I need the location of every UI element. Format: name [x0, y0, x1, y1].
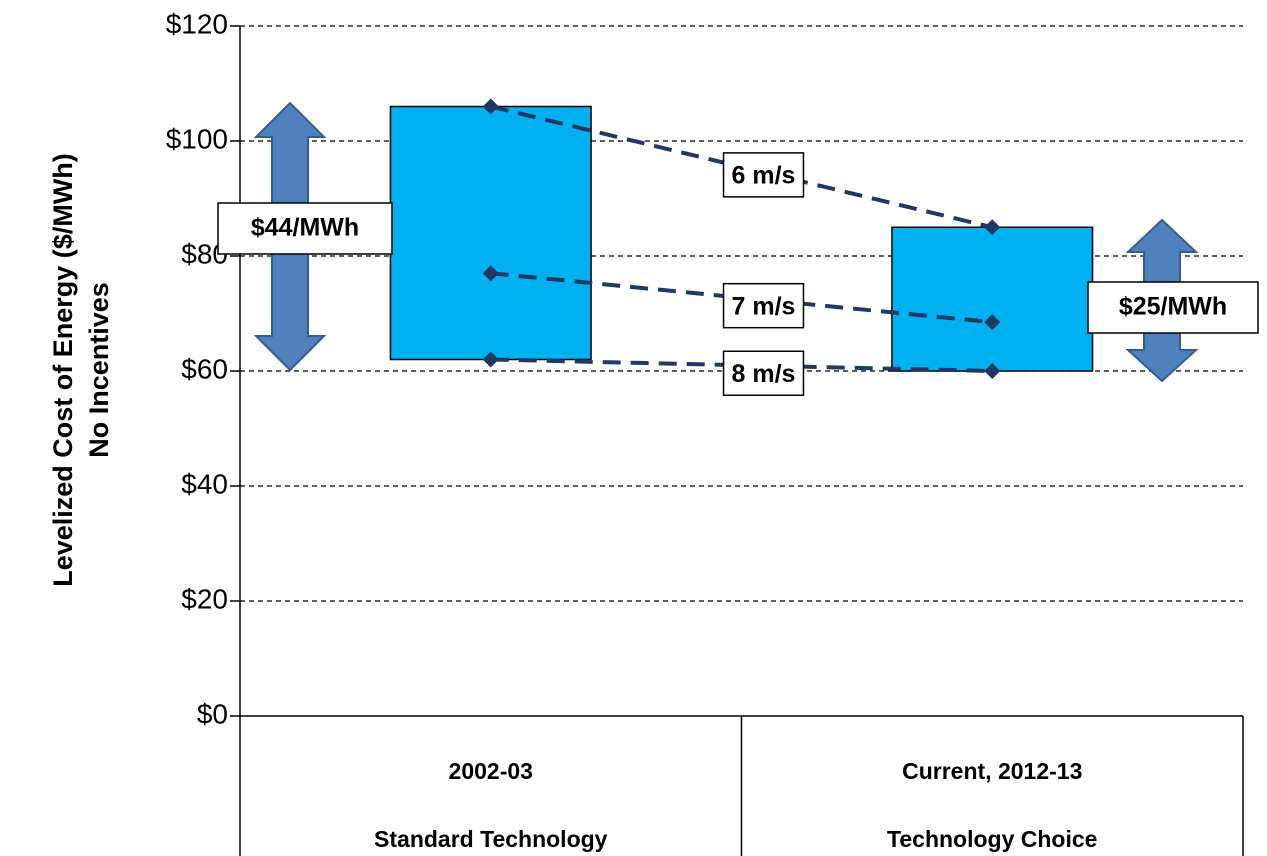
series-marker	[482, 265, 499, 282]
series-label-box	[722, 152, 805, 198]
series-label: 7 m/s	[732, 292, 796, 320]
series-marker	[984, 219, 1001, 236]
series-label-box	[722, 282, 805, 329]
annotation-box	[217, 202, 393, 255]
x-tick-label: Current, 2012-13	[902, 758, 1082, 784]
series-marker	[984, 314, 1001, 331]
series-marker	[984, 363, 1001, 379]
y-tick-label: $100	[166, 123, 228, 154]
annotation: $44/MWh	[251, 214, 359, 242]
y-tick-label: $0	[197, 698, 228, 729]
series-label: 8 m/s	[732, 360, 796, 388]
bar	[389, 105, 592, 361]
bar	[891, 226, 1094, 372]
series-marker	[482, 98, 499, 115]
x-tick-label: Technology Choice	[887, 826, 1097, 852]
y-axis-title: Levelized Cost of Energy ($/MWh) No Ince…	[48, 153, 114, 587]
annotation: $25/MWh	[1119, 293, 1227, 321]
y-tick-label: $60	[181, 353, 228, 384]
y-axis-title-line: Levelized Cost of Energy ($/MWh)	[48, 153, 78, 587]
series-label: 6 m/s	[732, 161, 796, 189]
y-tick-label: $120	[166, 8, 228, 39]
y-tick-label: $20	[181, 583, 228, 614]
x-tick-label: Standard Technology	[374, 826, 608, 852]
y-axis-title-line: No Incentives	[84, 282, 114, 458]
series-marker	[482, 351, 499, 368]
series-label-box	[722, 350, 805, 396]
annotation-box	[1087, 281, 1259, 334]
y-tick-label: $40	[181, 468, 228, 499]
x-tick-label: 2002-03	[449, 758, 533, 784]
